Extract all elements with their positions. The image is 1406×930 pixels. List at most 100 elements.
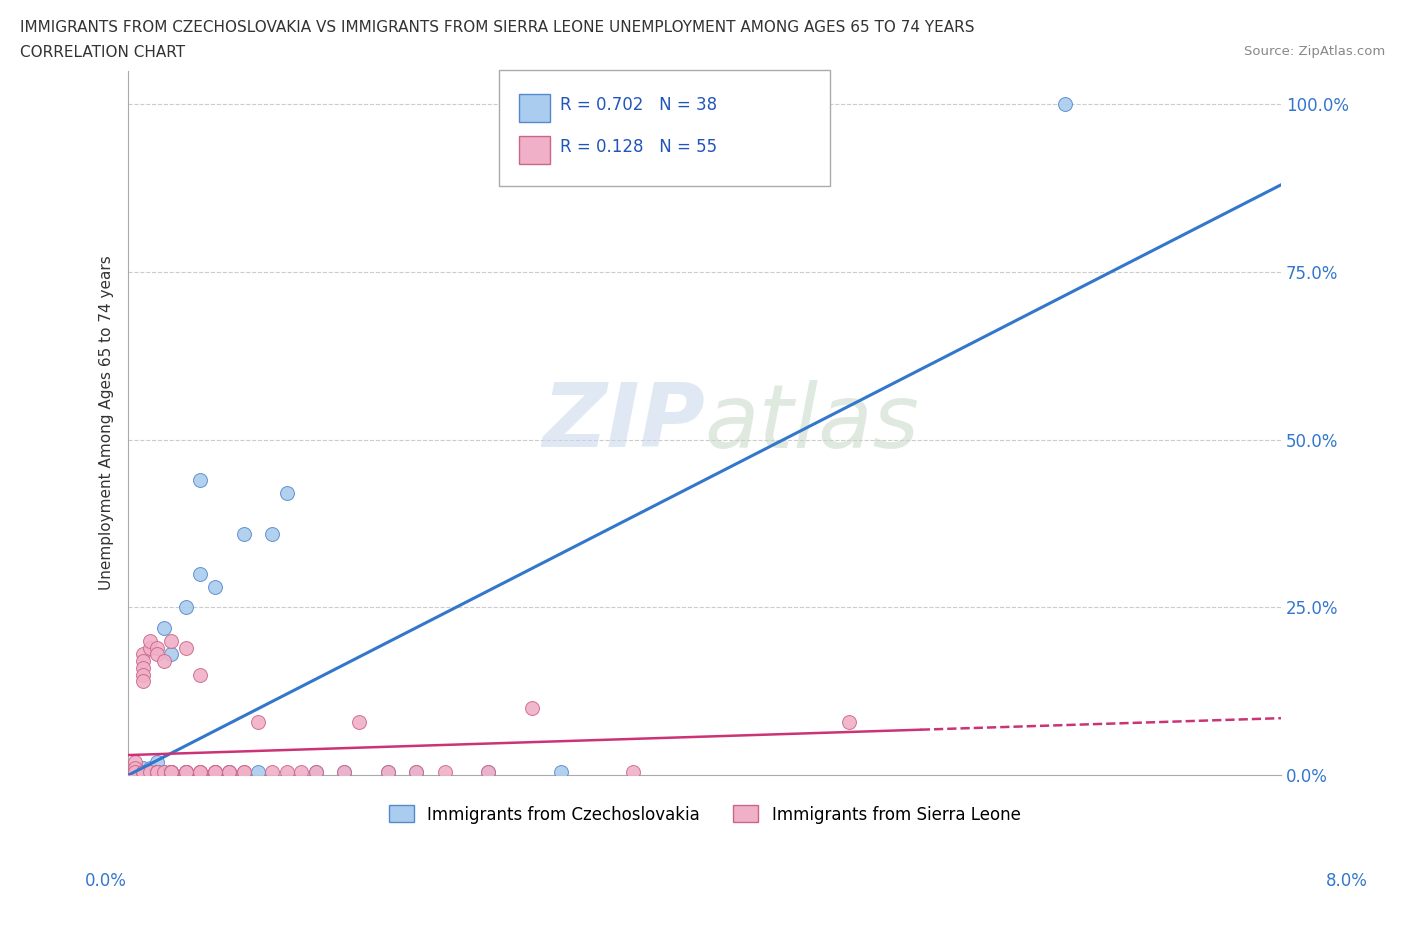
Point — [146, 764, 169, 779]
Point — [131, 764, 153, 779]
Point — [139, 764, 162, 779]
Point — [405, 764, 427, 779]
Legend: Immigrants from Czechoslovakia, Immigrants from Sierra Leone: Immigrants from Czechoslovakia, Immigran… — [382, 799, 1028, 830]
Point — [124, 754, 146, 769]
Point — [146, 640, 169, 655]
Point — [550, 764, 572, 779]
Point — [146, 754, 169, 769]
Point — [131, 761, 153, 776]
Point — [621, 764, 644, 779]
Point — [188, 764, 211, 779]
Point — [218, 764, 240, 779]
Point — [290, 764, 312, 779]
Text: atlas: atlas — [704, 380, 920, 466]
Text: 0.0%: 0.0% — [84, 872, 127, 890]
Point — [146, 764, 169, 779]
Y-axis label: Unemployment Among Ages 65 to 74 years: Unemployment Among Ages 65 to 74 years — [100, 256, 114, 591]
Point — [139, 761, 162, 776]
Point — [520, 700, 543, 715]
Point — [139, 764, 162, 779]
Point — [188, 764, 211, 779]
Point — [174, 764, 197, 779]
Point — [124, 764, 146, 779]
Point — [131, 764, 153, 779]
Point — [139, 640, 162, 655]
Point — [146, 764, 169, 779]
Point — [276, 764, 298, 779]
Point — [405, 764, 427, 779]
Point — [160, 764, 183, 779]
Point — [232, 526, 254, 541]
Text: 8.0%: 8.0% — [1326, 872, 1368, 890]
Text: IMMIGRANTS FROM CZECHOSLOVAKIA VS IMMIGRANTS FROM SIERRA LEONE UNEMPLOYMENT AMON: IMMIGRANTS FROM CZECHOSLOVAKIA VS IMMIGR… — [20, 20, 974, 35]
Point — [232, 764, 254, 779]
Text: CORRELATION CHART: CORRELATION CHART — [20, 45, 184, 60]
Point — [188, 764, 211, 779]
Point — [174, 600, 197, 615]
Point — [377, 764, 399, 779]
Point — [304, 764, 326, 779]
Point — [434, 764, 457, 779]
Point — [218, 764, 240, 779]
Point — [838, 714, 860, 729]
Point — [204, 764, 226, 779]
Point — [131, 764, 153, 779]
Point — [160, 647, 183, 662]
Point — [204, 764, 226, 779]
Point — [204, 764, 226, 779]
Point — [131, 647, 153, 662]
Point — [160, 764, 183, 779]
Point — [477, 764, 499, 779]
Point — [139, 764, 162, 779]
Point — [160, 764, 183, 779]
Point — [174, 640, 197, 655]
Point — [333, 764, 356, 779]
Point — [139, 633, 162, 648]
Point — [262, 764, 284, 779]
Point — [246, 764, 269, 779]
Point — [146, 647, 169, 662]
Point — [174, 764, 197, 779]
Point — [218, 764, 240, 779]
Text: ZIP: ZIP — [541, 379, 704, 467]
Point — [153, 654, 176, 669]
Point — [146, 764, 169, 779]
Point — [174, 764, 197, 779]
Point — [204, 580, 226, 595]
Point — [333, 764, 356, 779]
Text: R = 0.702   N = 38: R = 0.702 N = 38 — [560, 96, 717, 114]
Point — [188, 667, 211, 682]
Point — [174, 764, 197, 779]
Point — [204, 764, 226, 779]
Point — [304, 764, 326, 779]
Point — [160, 764, 183, 779]
Point — [262, 526, 284, 541]
Point — [131, 764, 153, 779]
Point — [131, 764, 153, 779]
Text: R = 0.128   N = 55: R = 0.128 N = 55 — [560, 138, 717, 156]
Point — [153, 764, 176, 779]
Point — [347, 714, 370, 729]
Point — [232, 764, 254, 779]
Point — [218, 764, 240, 779]
Point — [124, 761, 146, 776]
Point — [153, 764, 176, 779]
Point — [131, 667, 153, 682]
Point — [246, 714, 269, 729]
Point — [160, 764, 183, 779]
Point — [131, 660, 153, 675]
Point — [276, 486, 298, 501]
Point — [377, 764, 399, 779]
Point — [1053, 97, 1076, 112]
Point — [188, 472, 211, 487]
Point — [160, 764, 183, 779]
Point — [131, 674, 153, 689]
Point — [174, 764, 197, 779]
Point — [139, 764, 162, 779]
Point — [153, 620, 176, 635]
Point — [121, 764, 143, 779]
Point — [131, 654, 153, 669]
Text: Source: ZipAtlas.com: Source: ZipAtlas.com — [1244, 45, 1385, 58]
Point — [124, 764, 146, 779]
Point — [188, 566, 211, 581]
